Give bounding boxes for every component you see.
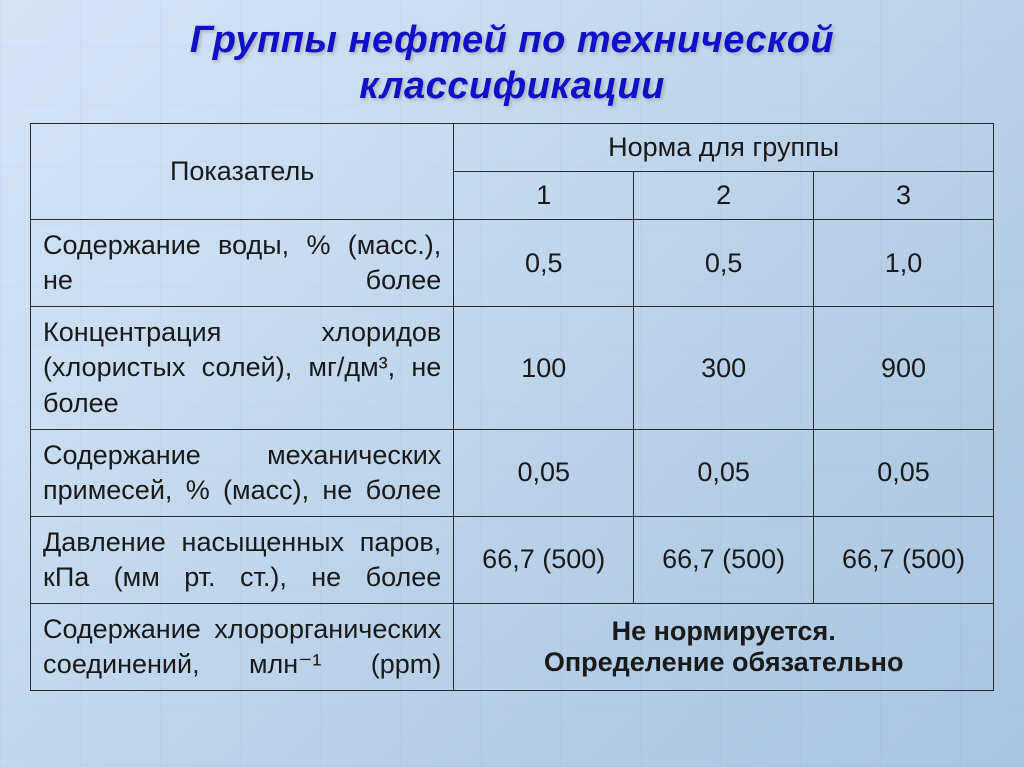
- header-col-1: 1: [454, 172, 634, 220]
- title-line-1: Группы нефтей по технической: [190, 19, 834, 61]
- param-cell: Содержание механических примесей, % (мас…: [31, 429, 454, 516]
- param-cell: Концентрация хлоридов (хлористых солей),…: [31, 307, 454, 429]
- table-row-last: Содержание хлорорганических соединений, …: [31, 604, 994, 691]
- param-cell: Содержание хлорорганических соединений, …: [31, 604, 454, 691]
- slide-container: Группы нефтей по технической классификац…: [0, 0, 1024, 767]
- page-title: Группы нефтей по технической классификац…: [30, 18, 994, 109]
- title-line-2: классификации: [359, 65, 665, 107]
- merged-line-1: Не нормируется.: [612, 616, 836, 646]
- value-cell: 0,05: [814, 429, 994, 516]
- value-cell: 900: [814, 307, 994, 429]
- header-row-1: Показатель Норма для группы: [31, 124, 994, 172]
- value-cell: 66,7 (500): [454, 516, 634, 603]
- param-cell: Давление насыщенных паров, кПа (мм рт. с…: [31, 516, 454, 603]
- value-cell: 0,05: [634, 429, 814, 516]
- classification-table: Показатель Норма для группы 1 2 3 Содерж…: [30, 123, 994, 691]
- header-norm: Норма для группы: [454, 124, 994, 172]
- value-cell: 0,05: [454, 429, 634, 516]
- header-parameter: Показатель: [31, 124, 454, 220]
- param-cell: Содержание воды, % (масс.), не более: [31, 220, 454, 307]
- table-row: Концентрация хлоридов (хлористых солей),…: [31, 307, 994, 429]
- header-col-2: 2: [634, 172, 814, 220]
- value-cell: 0,5: [634, 220, 814, 307]
- value-cell: 0,5: [454, 220, 634, 307]
- value-cell: 300: [634, 307, 814, 429]
- value-cell: 66,7 (500): [814, 516, 994, 603]
- header-col-3: 3: [814, 172, 994, 220]
- value-cell: 100: [454, 307, 634, 429]
- table-row: Содержание механических примесей, % (мас…: [31, 429, 994, 516]
- value-cell: 1,0: [814, 220, 994, 307]
- merged-value-cell: Не нормируется. Определение обязательно: [454, 604, 994, 691]
- table-row: Давление насыщенных паров, кПа (мм рт. с…: [31, 516, 994, 603]
- value-cell: 66,7 (500): [634, 516, 814, 603]
- merged-line-2: Определение обязательно: [544, 647, 904, 677]
- table-row: Содержание воды, % (масс.), не более 0,5…: [31, 220, 994, 307]
